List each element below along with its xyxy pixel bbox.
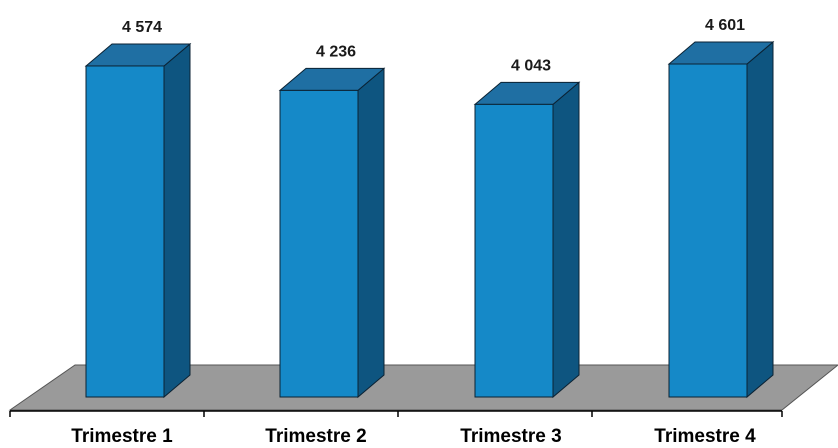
bar-4-front	[668, 63, 748, 398]
bar-2-side	[357, 67, 385, 399]
bar-3-front	[474, 103, 554, 398]
x-tick-label-4: Trimestre 4	[654, 426, 756, 447]
chart-floor-layer	[8, 364, 838, 411]
bars-layer	[84, 40, 775, 399]
data-label-4: 4 601	[705, 17, 745, 34]
x-tick-label-1: Trimestre 1	[71, 426, 173, 447]
x-axis	[9, 410, 783, 417]
x-tick-label-3: Trimestre 3	[460, 426, 561, 447]
bar-2-front	[279, 89, 359, 398]
bar-1-front	[85, 65, 165, 398]
data-label-1: 4 574	[122, 19, 162, 36]
bar-4	[667, 40, 775, 399]
bar-1-side	[163, 42, 191, 399]
bar-3	[473, 81, 581, 399]
x-tick-label-2: Trimestre 2	[265, 426, 366, 447]
data-label-2: 4 236	[316, 43, 356, 60]
bar-4-side	[746, 40, 774, 399]
bar-2	[278, 67, 386, 399]
chart-floor	[8, 364, 838, 411]
bar-1	[84, 42, 192, 399]
data-label-3: 4 043	[511, 57, 551, 74]
bar-3-side	[552, 81, 580, 399]
labels-layer: 4 574 Trimestre 1 4 236 Trimestre 2 4 043 Tri…	[71, 17, 756, 447]
